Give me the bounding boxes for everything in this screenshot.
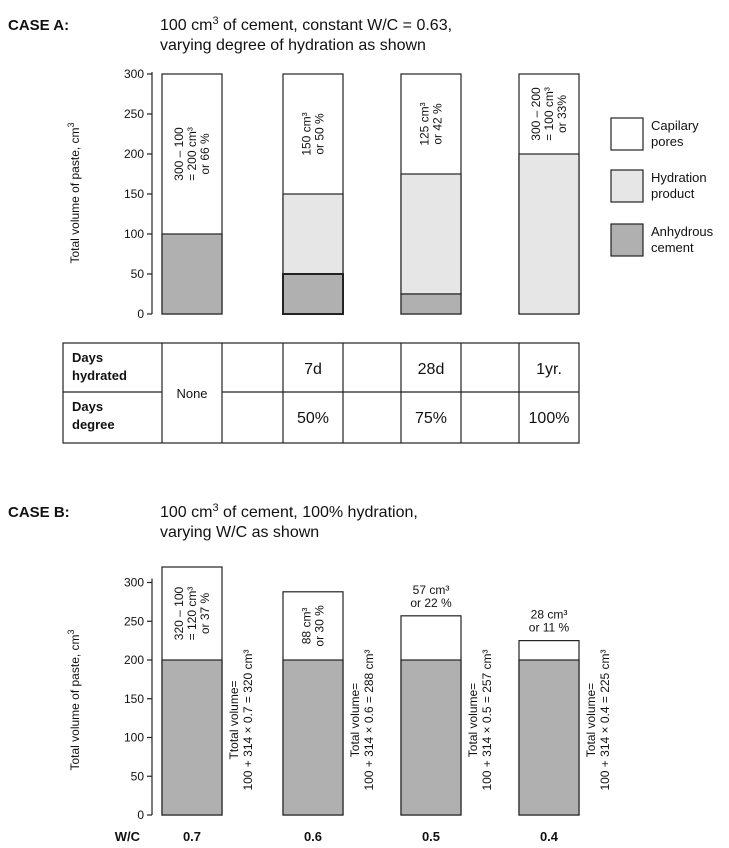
- case-a-label: CASE A:: [8, 17, 69, 34]
- case-b-bar-note: 88 cm³or 30 %: [300, 605, 327, 647]
- case-a-bar: 125 cm³or 42 %: [400, 73, 462, 315]
- table-cell-none: None: [176, 386, 207, 401]
- case-b-y-axis: 0 50 100 150 200 250 300: [124, 576, 153, 822]
- case-a-bar-note: 150 cm³or 50 %: [300, 112, 327, 155]
- anhydrous-cement-segment: [400, 293, 462, 315]
- tick-label: 200: [124, 147, 144, 161]
- tick-label: 300: [124, 576, 144, 590]
- solid-segment: [161, 659, 223, 816]
- case-b-label: CASE B:: [8, 504, 70, 521]
- tick-label: 50: [131, 267, 145, 281]
- case-b-bar: 88 cm³or 30 % Total volume=100 + 314 × 0.…: [282, 591, 376, 844]
- legend-label: pores: [651, 134, 684, 149]
- case-a-bar-note: 300 – 200= 100 cm³or 33%: [529, 87, 569, 141]
- table-cell-days: 28d: [418, 361, 445, 378]
- tick-label: 100: [124, 227, 144, 241]
- case-a-y-axis: 0 50 100 150 200 250 300: [124, 67, 153, 321]
- case-a-desc-line2: varying degree of hydration as shown: [160, 37, 426, 54]
- legend-swatch: [610, 223, 644, 257]
- case-a-y-axis-title: Total volume of paste, cm3: [66, 122, 82, 263]
- tick-label: 50: [131, 769, 145, 783]
- tick-label: 150: [124, 187, 144, 201]
- tick-label: 200: [124, 653, 144, 667]
- tick-label: 150: [124, 692, 144, 706]
- legend-label: cement: [651, 240, 694, 255]
- wc-value: 0.5: [422, 829, 440, 844]
- tick-label: 250: [124, 107, 144, 121]
- case-b-desc-line1: 100 cm3 of cement, 100% hydration,: [160, 502, 418, 521]
- wc-axis-label: W/C: [115, 829, 141, 844]
- wc-value: 0.4: [540, 829, 559, 844]
- case-a-bar-note: 125 cm³or 42 %: [418, 102, 445, 145]
- anhydrous-cement-segment: [282, 273, 344, 315]
- case-a-bar: 300 – 100= 200 cm³or 66 %: [161, 73, 223, 315]
- case-b-bar: 57 cm³ or 22 % Total volume=100 + 314 × 0.…: [400, 583, 494, 844]
- table-cell-days: 1yr.: [536, 361, 562, 378]
- solid-segment: [282, 659, 344, 816]
- wc-value: 0.6: [304, 829, 322, 844]
- case-a-bar: 150 cm³or 50 %: [282, 73, 344, 315]
- legend-swatch: [610, 117, 644, 151]
- tick-label: 300: [124, 67, 144, 81]
- tick-label: 0: [137, 808, 144, 822]
- tick-label: 250: [124, 614, 144, 628]
- table-row-header: Days: [72, 399, 103, 414]
- hydration-product-segment: [518, 153, 580, 315]
- total-volume-formula: Total volume=100 + 314 × 0.6 = 288 cm³: [348, 649, 376, 790]
- legend-label: product: [651, 186, 695, 201]
- case-b-bars: 320 – 100= 120 cm³or 37 % Ttotal volume=1…: [161, 566, 612, 844]
- case-b-bar-note: 320 – 100= 120 cm³or 37 %: [172, 586, 212, 640]
- table-cell-degree: 75%: [415, 410, 447, 427]
- case-b-y-axis-title: Total volume of paste, cm3: [66, 629, 82, 770]
- case-b-bar-note: 57 cm³ or 22 %: [410, 583, 452, 610]
- legend-swatch: [610, 169, 644, 203]
- solid-segment: [400, 659, 462, 816]
- table-grid-line: [62, 342, 580, 444]
- legend-label: Capilary: [651, 118, 699, 133]
- case-b-bar: 320 – 100= 120 cm³or 37 % Ttotal volume=1…: [161, 566, 255, 844]
- tick-label: 0: [137, 307, 144, 321]
- total-volume-formula: Total volume=100 + 314 × 0.4 = 225 cm³: [584, 649, 612, 790]
- total-volume-formula: Ttotal volume=100 + 314 × 0.7 = 320 cm³: [227, 649, 255, 790]
- case-a-bars: 300 – 100= 200 cm³or 66 % 150 cm³or 50 % 1…: [161, 73, 580, 315]
- table-cell-days: 7d: [304, 361, 322, 378]
- table-row-header: degree: [72, 417, 115, 432]
- case-b-bar: 28 cm³ or 11 % Total volume=100 + 314 × 0.…: [518, 608, 612, 844]
- case-a-table: Days hydrated Days degree None 7d 28d 1yr. 50% 75…: [62, 342, 580, 444]
- table-row-header: Days: [72, 350, 103, 365]
- anhydrous-cement-segment: [161, 233, 223, 315]
- hydration-product-segment: [400, 173, 462, 295]
- case-a-desc-line1: 100 cm3 of cement, constant W/C = 0.63,: [160, 15, 452, 34]
- total-volume-formula: Total volume=100 + 314 × 0.5 = 257 cm³: [466, 649, 494, 790]
- table-cell-degree: 50%: [297, 410, 329, 427]
- case-b-desc-line2: varying W/C as shown: [160, 524, 319, 541]
- solid-segment: [518, 659, 580, 816]
- case-a-bar: 300 – 200= 100 cm³or 33%: [518, 73, 580, 315]
- wc-value: 0.7: [183, 829, 201, 844]
- case-a-bar-note: 300 – 100= 200 cm³or 66 %: [172, 127, 212, 181]
- legend-label: Hydration: [651, 170, 707, 185]
- hydration-product-segment: [282, 193, 344, 275]
- legend-label: Anhydrous: [651, 224, 714, 239]
- table-cell-degree: 100%: [529, 410, 570, 427]
- tick-label: 100: [124, 731, 144, 745]
- case-b-bar-note: 28 cm³ or 11 %: [529, 608, 570, 635]
- table-row-header: hydrated: [72, 368, 127, 383]
